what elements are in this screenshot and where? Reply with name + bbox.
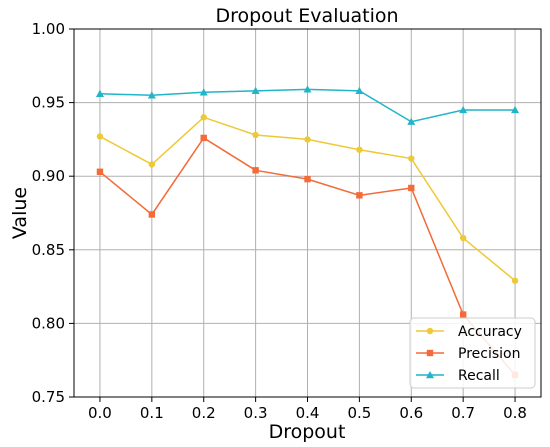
y-tick-label: 0.95 <box>32 94 65 112</box>
accuracy-point <box>459 234 467 242</box>
accuracy-point <box>252 131 259 139</box>
accuracy-point <box>148 161 156 168</box>
legend-marker-accuracy <box>426 327 434 335</box>
x-tick-label: 0.8 <box>503 404 527 422</box>
y-tick-label: 0.75 <box>32 388 65 406</box>
x-tick-label: 0.7 <box>451 404 475 422</box>
x-tick-label: 0.3 <box>244 404 268 422</box>
recall-point <box>511 105 520 114</box>
recall-point <box>199 88 208 96</box>
legend-marker-recall <box>426 371 434 379</box>
y-tick-label: 0.90 <box>32 167 65 185</box>
y-tick-label: 1.00 <box>32 20 65 38</box>
x-tick-label: 0.1 <box>140 404 164 422</box>
accuracy-point <box>511 277 519 284</box>
y-tick-label: 0.80 <box>32 314 65 332</box>
precision-point <box>252 167 259 174</box>
accuracy-point <box>408 155 415 162</box>
x-tick-label: 0.6 <box>399 404 423 422</box>
accuracy-point <box>304 136 311 143</box>
precision-point <box>200 134 207 142</box>
series-accuracy <box>96 114 519 284</box>
accuracy-point <box>200 114 207 121</box>
accuracy-point <box>96 133 104 140</box>
recall-point <box>407 117 416 125</box>
axis-ticks: 0.0 0.1 0.2 0.3 0.4 0.5 0.6 0.7 0.8 0.75 0.80 0.85 0… <box>32 20 527 422</box>
recall-point <box>95 89 104 97</box>
legend-item-recall: Recall <box>416 368 500 384</box>
legend-box <box>409 317 536 389</box>
precision-point <box>96 168 104 175</box>
legend: Accuracy Precision Recall <box>409 317 536 389</box>
legend-label-accuracy: Accuracy <box>458 324 522 340</box>
x-tick-label: 0.5 <box>347 404 371 422</box>
legend-item-accuracy: Accuracy <box>416 324 522 340</box>
precision-point <box>148 211 156 218</box>
legend-marker-precision <box>426 349 434 357</box>
recall-point <box>251 86 260 95</box>
x-tick-label: 0.0 <box>88 404 112 422</box>
precision-point <box>408 184 415 192</box>
legend-label-precision: Precision <box>458 346 520 362</box>
recall-point <box>459 105 468 114</box>
precision-point <box>356 192 363 199</box>
precision-point <box>459 311 467 318</box>
chart-title: Dropout Evaluation <box>215 5 398 27</box>
accuracy-point <box>356 146 363 153</box>
recall-point <box>147 91 156 99</box>
y-axis-label: Value <box>9 187 31 239</box>
series-recall <box>95 85 520 125</box>
legend-item-precision: Precision <box>416 346 520 362</box>
y-tick-label: 0.85 <box>32 241 65 259</box>
x-axis-label: Dropout <box>269 421 346 443</box>
recall-point <box>303 85 312 93</box>
x-tick-label: 0.2 <box>192 404 216 422</box>
legend-label-recall: Recall <box>458 368 500 384</box>
x-tick-label: 0.4 <box>296 404 320 422</box>
precision-point <box>304 175 311 183</box>
recall-point <box>355 86 364 95</box>
